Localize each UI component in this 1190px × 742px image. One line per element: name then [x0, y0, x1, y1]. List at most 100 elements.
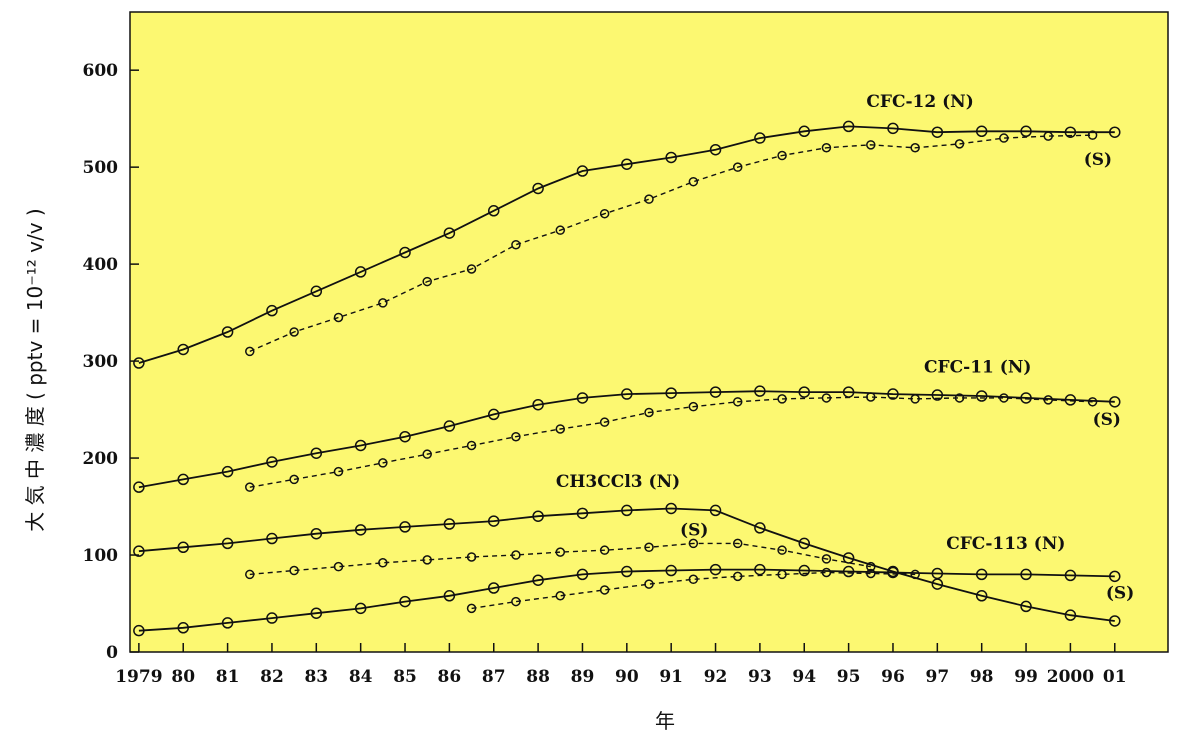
data-point	[709, 386, 722, 398]
data-point	[511, 596, 521, 607]
data-point	[422, 555, 432, 565]
data-point	[665, 502, 677, 515]
data-point	[466, 440, 477, 451]
series-group	[133, 385, 1121, 493]
data-point	[732, 397, 743, 407]
data-point	[777, 394, 787, 404]
x-tick-label: 87	[482, 667, 506, 687]
data-point	[1043, 395, 1053, 405]
data-point	[555, 547, 566, 557]
data-point	[443, 518, 456, 530]
data-point	[709, 143, 722, 156]
data-point	[1064, 394, 1077, 406]
data-point	[644, 579, 654, 589]
x-tick-label: 99	[1014, 667, 1038, 687]
data-point	[333, 466, 344, 477]
data-point	[133, 624, 145, 637]
series-line	[138, 390, 1115, 489]
data-point	[310, 527, 323, 540]
data-point	[576, 507, 589, 520]
data-point	[289, 565, 299, 576]
x-tick-label: 89	[571, 667, 595, 687]
data-point	[599, 545, 610, 555]
data-point	[422, 449, 432, 459]
data-point	[289, 474, 299, 485]
x-tick-label: 94	[792, 667, 816, 687]
data-point	[910, 143, 920, 153]
data-point	[910, 394, 920, 404]
data-point	[133, 545, 145, 557]
data-point	[333, 561, 344, 572]
x-tick-label: 82	[260, 667, 284, 687]
data-point	[1087, 397, 1098, 407]
data-point	[133, 481, 145, 493]
data-point	[266, 304, 278, 317]
data-point	[754, 385, 766, 397]
data-point	[354, 524, 367, 536]
series-group	[466, 567, 920, 614]
series-annotation: (S)	[1106, 584, 1134, 604]
data-point	[732, 571, 743, 582]
data-point	[688, 574, 699, 585]
series-line	[249, 134, 1093, 353]
data-point	[866, 561, 876, 572]
data-point	[975, 390, 988, 402]
series-layer	[133, 120, 1121, 637]
data-point	[732, 162, 743, 172]
series-line	[138, 507, 1115, 622]
data-point	[245, 482, 255, 492]
x-tick-label: 96	[881, 667, 905, 687]
data-point	[931, 126, 944, 138]
data-point	[866, 568, 876, 579]
data-point	[777, 150, 787, 161]
data-point	[532, 510, 544, 522]
data-point	[754, 522, 766, 534]
data-point	[310, 285, 323, 298]
x-tick-label: 93	[748, 667, 772, 687]
data-point	[221, 537, 234, 550]
data-point	[399, 595, 411, 608]
data-point	[1109, 570, 1121, 583]
series-annotation: (S)	[1093, 410, 1121, 430]
data-point	[466, 603, 477, 614]
data-point	[842, 120, 855, 133]
data-point	[576, 165, 589, 177]
data-point	[621, 565, 633, 578]
data-point	[777, 569, 787, 580]
series-annotation: CFC-113 (N)	[946, 534, 1065, 554]
data-point	[289, 327, 299, 337]
data-point	[688, 538, 699, 549]
x-tick-label: 92	[704, 667, 728, 687]
data-point	[887, 566, 899, 579]
data-point	[333, 312, 344, 323]
data-point	[821, 143, 832, 153]
series-group	[133, 120, 1121, 369]
axis-ticks: 0 100 200 300 400 500 600 1979 80 81 82 83 84 85 86 87 8…	[83, 61, 1127, 687]
series-group	[245, 392, 1098, 492]
data-point	[1087, 130, 1098, 140]
data-point	[177, 622, 189, 634]
y-tick-label: 100	[83, 546, 119, 566]
data-point	[532, 182, 544, 195]
data-point	[644, 194, 654, 204]
data-point	[443, 420, 456, 432]
data-point	[798, 386, 811, 398]
data-point	[266, 612, 278, 624]
series-annotation: CFC-12 (N)	[866, 92, 973, 112]
x-tick-label: 91	[659, 667, 683, 687]
data-point	[511, 550, 521, 560]
data-point	[954, 393, 965, 403]
data-point	[754, 132, 766, 144]
data-point	[399, 521, 411, 533]
data-point	[310, 447, 323, 459]
data-point	[599, 208, 610, 219]
x-tick-label: 95	[837, 667, 861, 687]
series-annotation: (S)	[1084, 150, 1112, 170]
x-tick-label: 86	[438, 667, 462, 687]
data-point	[221, 326, 234, 338]
x-tick-label: 2000	[1047, 667, 1094, 687]
data-point	[644, 407, 654, 418]
x-tick-label: 88	[526, 667, 550, 687]
data-point	[1064, 126, 1077, 138]
data-point	[354, 266, 367, 278]
